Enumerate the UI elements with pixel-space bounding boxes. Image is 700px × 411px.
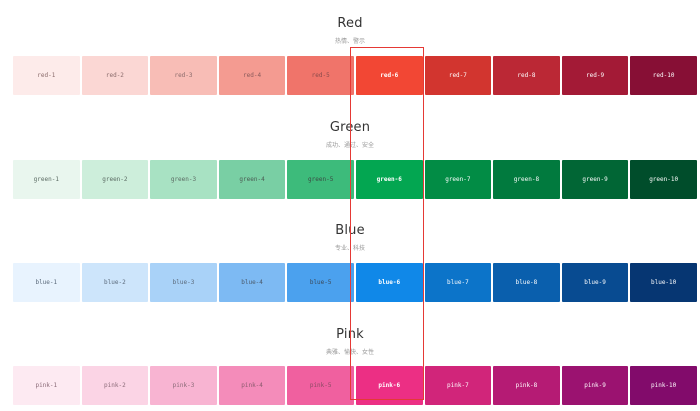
swatch-green-3[interactable]: green-3 xyxy=(150,160,217,199)
swatch-red-4[interactable]: red-4 xyxy=(218,56,286,95)
swatch-green-10[interactable]: green-10 xyxy=(630,160,697,199)
swatch-red-5[interactable]: red-5 xyxy=(287,56,354,95)
swatch-blue-10[interactable]: blue-10 xyxy=(630,263,697,302)
swatch-row: red-1 red-2 red-3 red-4 red-5 red-6 red-… xyxy=(13,56,697,95)
swatch-pink-5[interactable]: pink-5 xyxy=(287,366,354,405)
swatch-red-2[interactable]: red-2 xyxy=(81,56,149,95)
swatch-blue-6[interactable]: blue-6 xyxy=(355,263,423,302)
swatch-blue-3[interactable]: blue-3 xyxy=(150,263,217,302)
swatch-red-9[interactable]: red-9 xyxy=(561,56,629,95)
swatch-green-6[interactable]: green-6 xyxy=(355,160,423,199)
swatch-blue-7[interactable]: blue-7 xyxy=(424,263,492,302)
swatch-red-8[interactable]: red-8 xyxy=(493,56,560,95)
swatch-row: pink-1 pink-2 pink-3 pink-4 pink-5 pink-… xyxy=(13,366,697,405)
swatch-row: green-1 green-2 green-3 green-4 green-5 … xyxy=(13,160,697,199)
swatch-blue-9[interactable]: blue-9 xyxy=(561,263,629,302)
group-subtitle: 典雅、愉快、女性 xyxy=(325,349,374,356)
group-title: Blue xyxy=(335,223,365,238)
swatch-green-7[interactable]: green-7 xyxy=(424,160,492,199)
swatch-green-4[interactable]: green-4 xyxy=(218,160,286,199)
swatch-pink-4[interactable]: pink-4 xyxy=(218,366,286,405)
swatch-green-8[interactable]: green-8 xyxy=(493,160,560,199)
swatch-pink-1[interactable]: pink-1 xyxy=(13,366,80,405)
swatch-red-3[interactable]: red-3 xyxy=(150,56,217,95)
group-subtitle: 专业、科技 xyxy=(334,245,365,252)
group-subtitle: 成功、通过、安全 xyxy=(325,142,374,149)
swatch-pink-2[interactable]: pink-2 xyxy=(81,366,149,405)
swatch-pink-9[interactable]: pink-9 xyxy=(561,366,629,405)
swatch-blue-4[interactable]: blue-4 xyxy=(218,263,286,302)
swatch-green-9[interactable]: green-9 xyxy=(561,160,629,199)
group-title: Green xyxy=(329,120,371,135)
swatch-red-10[interactable]: red-10 xyxy=(630,56,697,95)
swatch-blue-1[interactable]: blue-1 xyxy=(13,263,80,302)
swatch-green-2[interactable]: green-2 xyxy=(81,160,149,199)
swatch-red-7[interactable]: red-7 xyxy=(424,56,492,95)
swatch-pink-8[interactable]: pink-8 xyxy=(493,366,560,405)
swatch-pink-3[interactable]: pink-3 xyxy=(150,366,217,405)
swatch-row: blue-1 blue-2 blue-3 blue-4 blue-5 blue-… xyxy=(13,263,697,302)
swatch-green-5[interactable]: green-5 xyxy=(287,160,354,199)
group-title: Red xyxy=(337,16,363,31)
swatch-red-1[interactable]: red-1 xyxy=(13,56,80,95)
swatch-green-1[interactable]: green-1 xyxy=(13,160,80,199)
swatch-blue-2[interactable]: blue-2 xyxy=(81,263,149,302)
swatch-blue-5[interactable]: blue-5 xyxy=(287,263,354,302)
swatch-blue-8[interactable]: blue-8 xyxy=(493,263,560,302)
group-subtitle: 热情、警示 xyxy=(334,38,365,45)
swatch-pink-10[interactable]: pink-10 xyxy=(630,366,697,405)
swatch-pink-6[interactable]: pink-6 xyxy=(355,366,423,405)
group-title: Pink xyxy=(336,327,364,342)
swatch-pink-7[interactable]: pink-7 xyxy=(424,366,492,405)
swatch-red-6[interactable]: red-6 xyxy=(355,56,423,95)
